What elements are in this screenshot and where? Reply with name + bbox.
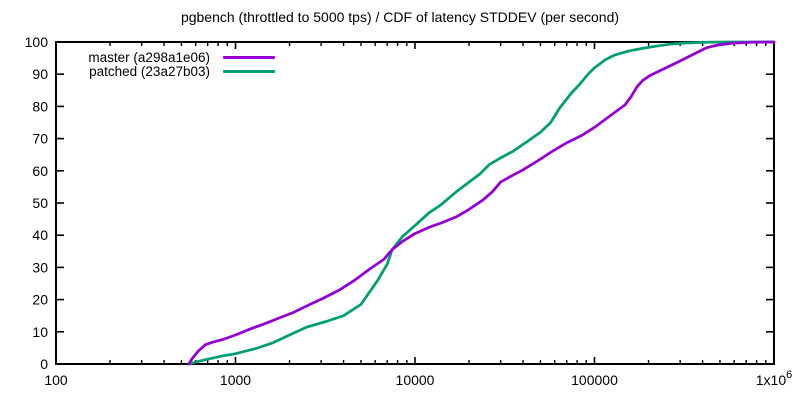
legend-label-master: master (a298a1e06)	[88, 50, 210, 65]
y-tick-label: 60	[32, 163, 48, 179]
y-tick-label: 0	[40, 356, 48, 372]
plot-border	[55, 41, 775, 365]
x-tick-label: 100000	[571, 372, 618, 388]
y-tick-label: 20	[32, 292, 48, 308]
y-tick-label: 90	[32, 66, 48, 82]
legend-line-sample-master	[223, 56, 275, 59]
x-tick-label: 10000	[396, 372, 435, 388]
x-tick-label: 100	[44, 372, 68, 388]
y-tick-label: 70	[32, 131, 48, 147]
x-tick-label: 1000	[220, 372, 251, 388]
legend: master (a298a1e06) patched (23a27b03)	[58, 51, 275, 79]
chart-title: pgbench (throttled to 5000 tps) / CDF of…	[180, 9, 620, 25]
y-tick-label: 80	[32, 98, 48, 114]
legend-item-master: master (a298a1e06)	[58, 51, 275, 64]
y-tick-label: 100	[25, 34, 49, 50]
y-tick-label: 40	[32, 227, 48, 243]
y-tick-label: 50	[32, 195, 48, 211]
legend-line-sample-patched	[223, 70, 275, 73]
series-line-patched	[187, 40, 776, 366]
series-line-master	[187, 40, 776, 366]
legend-item-patched: patched (23a27b03)	[58, 65, 275, 78]
x-tick-label: 1x106	[756, 369, 792, 388]
legend-label-patched: patched (23a27b03)	[89, 64, 210, 79]
y-tick-label: 10	[32, 324, 48, 340]
y-tick-label: 30	[32, 259, 48, 275]
